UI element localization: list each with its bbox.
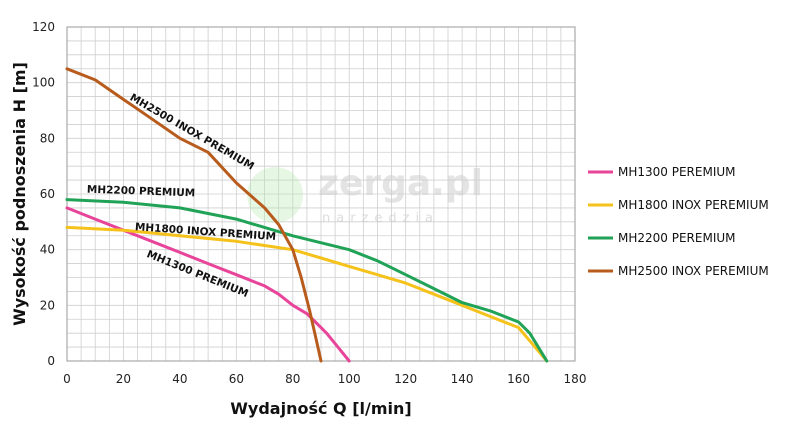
series-line-1 (65, 206, 351, 363)
x-axis-title: Wydajność Q [l/min] (230, 399, 411, 418)
y-tick-label: 20 (40, 298, 55, 312)
series-line-3 (65, 198, 549, 363)
x-tick-label: 160 (507, 372, 530, 386)
x-tick-label: 100 (338, 372, 361, 386)
x-tick-label: 40 (172, 372, 187, 386)
x-tick-label: 140 (451, 372, 474, 386)
legend-label-4: MH2500 INOX PEREMIUM (618, 264, 769, 278)
x-tick-label: 60 (229, 372, 244, 386)
watermark-logo (247, 167, 303, 223)
watermark-tagline: narzedzia (322, 211, 439, 226)
series-lines (65, 67, 549, 363)
y-tick-label: 100 (32, 76, 55, 90)
series-line-4 (65, 67, 323, 363)
curve-label-3: MH2200 PREMIUM (87, 184, 196, 200)
legend: MH1300 PEREMIUM MH1800 INOX PEREMIUM MH220… (588, 165, 769, 278)
legend-label-2: MH1800 INOX PEREMIUM (618, 198, 769, 212)
x-tick-label: 120 (394, 372, 417, 386)
y-tick-label: 80 (40, 131, 55, 145)
x-tick-label: 180 (564, 372, 587, 386)
watermark-brand: zerga.pl (318, 163, 483, 204)
y-tick-label: 40 (40, 243, 55, 257)
legend-label-1: MH1300 PEREMIUM (618, 165, 736, 179)
x-tick-label: 0 (63, 372, 71, 386)
x-tick-label: 20 (116, 372, 131, 386)
y-tick-label: 60 (40, 187, 55, 201)
x-tick-label: 80 (285, 372, 300, 386)
watermark: zerga.pl narzedzia (247, 163, 483, 226)
legend-label-3: MH2200 PEREMIUM (618, 231, 736, 245)
y-tick-label: 120 (32, 20, 55, 34)
series-line-2 (65, 225, 549, 363)
curve-label-4: MH2500 INOX PREMIUM (128, 92, 256, 173)
y-axis-title: Wysokość podnoszenia H [m] (10, 62, 29, 326)
y-tick-label: 0 (47, 354, 55, 368)
